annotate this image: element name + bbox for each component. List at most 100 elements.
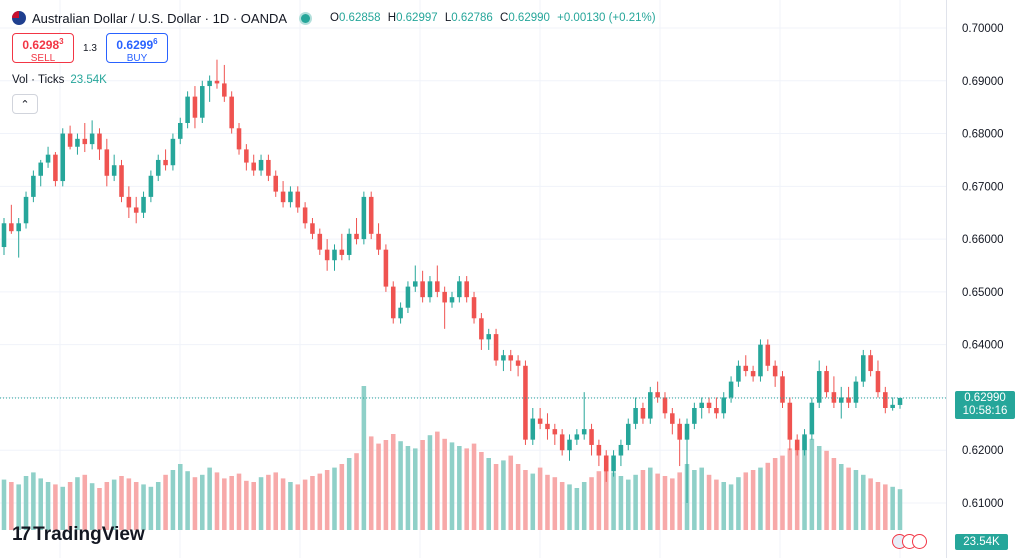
- symbol-title[interactable]: Australian Dollar / U.S. Dollar · 1D · O…: [32, 10, 288, 26]
- candle-body: [126, 196, 132, 208]
- volume-bar: [728, 484, 734, 530]
- volume-bar: [244, 480, 249, 530]
- volume-bar: [625, 479, 631, 530]
- volume-bar: [148, 486, 154, 530]
- price-tick-label: 0.65000: [962, 287, 1004, 299]
- price-axis[interactable]: 0.70000 0.69000 0.68000 0.67000 0.66000 0.650…: [946, 0, 1004, 558]
- volume-bar: [838, 464, 844, 530]
- volume-bar: [457, 446, 462, 530]
- volume-bar: [846, 467, 851, 530]
- volume-bar: [324, 470, 330, 530]
- volume-bar: [126, 478, 132, 530]
- candle-body: [523, 365, 528, 440]
- volume-bar: [390, 434, 396, 530]
- volume-bar: [780, 455, 785, 530]
- sell-button[interactable]: 0.62983 SELL: [12, 33, 74, 64]
- volume-bar: [618, 476, 624, 530]
- spread-value: 1.3: [83, 42, 97, 54]
- volume-bar: [449, 442, 455, 530]
- volume-bar: [75, 477, 80, 530]
- candle-body: [31, 175, 36, 197]
- volume-bar: [750, 470, 756, 530]
- candle-body: [427, 281, 433, 298]
- candle-body: [559, 434, 565, 451]
- candle-body: [170, 138, 176, 166]
- candle-body: [868, 355, 873, 372]
- candle-body: [589, 429, 594, 445]
- candle-body: [897, 397, 903, 405]
- volume-bar: [192, 477, 198, 530]
- volume-bar: [868, 478, 873, 530]
- candle-body: [23, 196, 29, 224]
- volume-bar: [413, 448, 418, 530]
- volume-bar: [883, 484, 888, 530]
- candle-body: [383, 249, 389, 287]
- candle-body: [222, 83, 227, 97]
- candle-body: [552, 429, 558, 435]
- price-tick-label: 0.69000: [962, 76, 1004, 88]
- volume-bar: [486, 458, 491, 530]
- candle-body: [420, 281, 425, 298]
- candle-body: [508, 355, 514, 361]
- volume-bar: [1, 479, 7, 530]
- volume-bar: [141, 484, 146, 530]
- candle-body: [603, 455, 609, 472]
- candle-body: [765, 344, 771, 366]
- volume-bar: [177, 464, 183, 530]
- volume-bar: [67, 482, 73, 530]
- volume-bar: [251, 482, 256, 530]
- candle-body: [875, 371, 881, 393]
- tradingview-logo[interactable]: 17 TradingView: [12, 524, 145, 546]
- volume-bar: [706, 474, 712, 530]
- volume-bar: [662, 476, 668, 530]
- volume-bar: [611, 472, 616, 530]
- candle-body: [266, 159, 271, 176]
- sell-label: SELL: [30, 53, 56, 64]
- us-flag-event-icon[interactable]: [912, 534, 927, 549]
- buy-button[interactable]: 0.62996 BUY: [106, 33, 168, 64]
- collapse-legend-button[interactable]: ⌃: [12, 94, 38, 114]
- candle-body: [75, 138, 80, 147]
- candles: [1, 59, 903, 503]
- market-status-icon[interactable]: [301, 13, 311, 23]
- candle-body: [251, 162, 256, 171]
- candle-body: [736, 365, 741, 382]
- candle-body: [332, 249, 337, 261]
- candle-body: [787, 402, 793, 440]
- volume-bar: [280, 478, 286, 530]
- volume-bar: [97, 488, 102, 530]
- volume-legend[interactable]: Vol · Ticks 23.54K: [12, 74, 107, 86]
- candle-body: [611, 455, 616, 472]
- candle-body: [177, 123, 183, 139]
- candle-body: [1, 223, 7, 248]
- volume-bar: [523, 470, 528, 530]
- candle-body: [699, 402, 704, 408]
- candle-body: [838, 397, 844, 403]
- price-tick-label: 0.67000: [962, 181, 1004, 193]
- high-label: H: [387, 12, 397, 24]
- candle-body: [317, 233, 323, 250]
- volume-bar: [302, 479, 308, 530]
- volume-bar: [890, 486, 895, 530]
- volume-bar: [758, 467, 763, 530]
- volume-bar: [236, 473, 242, 530]
- candle-body: [9, 223, 14, 232]
- volume-bar: [861, 474, 866, 530]
- chevron-up-icon: ⌃: [20, 98, 30, 111]
- volume-value: 23.54K: [70, 74, 107, 86]
- economic-events[interactable]: [892, 534, 927, 549]
- volume-bar: [361, 386, 367, 530]
- candle-body: [398, 307, 403, 319]
- volume-bar: [765, 462, 771, 530]
- candle-body: [141, 196, 146, 213]
- volume-bar: [721, 482, 727, 530]
- volume-bar: [655, 473, 660, 530]
- volume-bar: [133, 482, 139, 530]
- candle-body: [625, 423, 631, 445]
- open-value: 0.62858: [338, 12, 381, 24]
- volume-bar: [119, 476, 124, 530]
- candle-body: [405, 286, 411, 308]
- volume-bar: [31, 472, 36, 530]
- volume-bar: [633, 474, 638, 530]
